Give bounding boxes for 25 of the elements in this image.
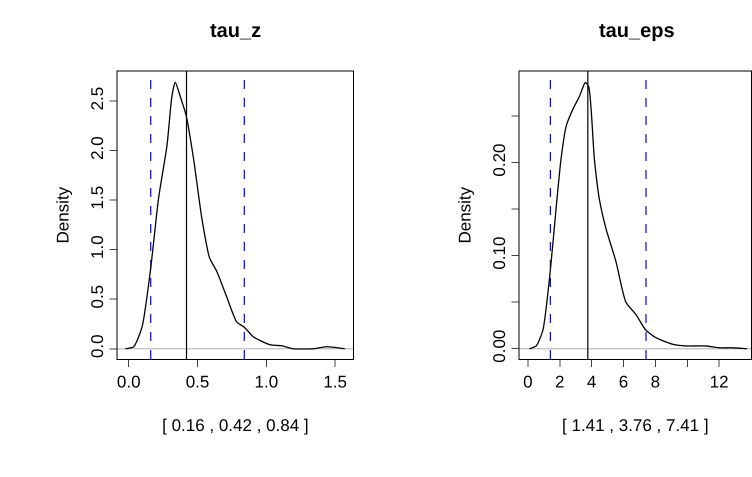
- y-tick-label: 0.10: [490, 236, 509, 270]
- y-tick-label: 0.0: [88, 334, 107, 358]
- chart-title: tau_z: [210, 20, 262, 42]
- x-tick-label: 0.0: [116, 372, 141, 392]
- y-tick-label: 0.5: [88, 284, 107, 309]
- y-axis-title: Density: [455, 186, 474, 244]
- y-tick-label: 1.0: [88, 235, 107, 259]
- y-axis-title: Density: [53, 186, 72, 244]
- x-tick-label: 0.5: [186, 372, 210, 392]
- x-tick-label: 1.5: [323, 372, 347, 392]
- x-tick-label: 6: [618, 372, 628, 392]
- x-tick-label: 12: [710, 372, 729, 392]
- y-tick-label: 2.0: [88, 136, 107, 160]
- x-tick-label: 2: [555, 372, 565, 392]
- y-tick-label: 2.5: [88, 86, 107, 110]
- x-tick-label: 1.0: [254, 372, 278, 392]
- x-tick-label: 4: [586, 372, 596, 392]
- y-tick-label: 0.00: [490, 330, 509, 363]
- y-tick-label: 0.20: [490, 144, 509, 177]
- x-tick-label: 0: [523, 372, 533, 392]
- x-axis-title: [ 1.41 , 3.76 , 7.41 ]: [562, 416, 709, 435]
- y-tick-label: 1.5: [88, 186, 107, 210]
- chart-title: tau_eps: [599, 20, 675, 42]
- x-tick-label: 8: [650, 372, 660, 392]
- x-axis-title: [ 0.16 , 0.42 , 0.84 ]: [162, 416, 309, 435]
